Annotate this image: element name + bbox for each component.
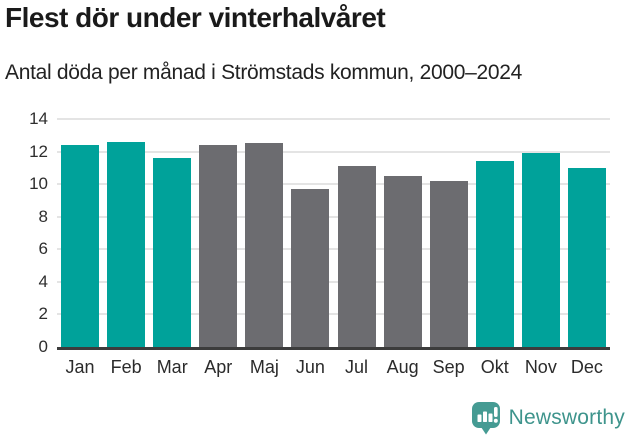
bar-dec xyxy=(567,167,606,347)
brand-name: Newsworthy xyxy=(508,406,625,429)
x-axis-labels: Jan Feb Mar Apr Maj Jun Jul Aug Sep Okt Nov Dec xyxy=(57,357,610,378)
y-tick-label-0: 0 xyxy=(38,337,48,356)
bar-aug xyxy=(383,176,422,347)
y-tick-label-14: 14 xyxy=(29,109,48,128)
bar-mar xyxy=(153,158,192,347)
x-tick-label-apr: Apr xyxy=(204,357,233,377)
bar-column-maj xyxy=(241,119,287,347)
bar-feb xyxy=(107,141,146,347)
bar-nov xyxy=(521,153,560,347)
bar-sep xyxy=(429,180,468,347)
x-tick-label-dec: Dec xyxy=(570,357,603,377)
gridline-10 xyxy=(57,183,610,186)
y-tick-label-4: 4 xyxy=(38,271,48,291)
y-tick-label-6: 6 xyxy=(38,239,48,259)
bar-column-feb xyxy=(103,119,149,347)
gridline-2 xyxy=(57,313,610,316)
bar-okt xyxy=(475,161,514,347)
gridline-14 xyxy=(57,118,610,120)
x-tick-label-okt: Okt xyxy=(480,357,509,377)
x-tick-label-jul: Jul xyxy=(345,357,369,377)
bar-column-jun xyxy=(287,119,333,347)
bar-apr xyxy=(199,145,238,347)
x-tick-label-jan: Jan xyxy=(65,357,95,377)
bar-jan xyxy=(61,145,100,347)
bar-column-nov xyxy=(518,119,564,347)
gridline-12 xyxy=(57,150,610,153)
x-tick-label-jun: Jun xyxy=(295,357,325,377)
x-tick-label-sep: Sep xyxy=(432,357,465,377)
bar-chart-speech-bubble-icon xyxy=(471,402,500,435)
gridline-8 xyxy=(57,215,610,218)
chart-title: Flest dör under vinterhalvåret xyxy=(5,2,386,33)
gridlines-layer xyxy=(57,118,610,347)
gridline-6 xyxy=(57,248,610,251)
bar-jun xyxy=(291,189,330,347)
chart-subtitle: Antal döda per månad i Strömstads kommun… xyxy=(5,61,523,84)
x-tick-label-aug: Aug xyxy=(386,357,419,377)
bar-column-dec xyxy=(564,119,610,347)
bar-column-jan xyxy=(57,119,103,347)
x-tick-label-maj: Maj xyxy=(249,357,279,377)
y-tick-label-12: 12 xyxy=(29,141,48,161)
bar-column-apr xyxy=(195,119,241,347)
y-tick-label-8: 8 xyxy=(38,206,48,226)
bar-column-okt xyxy=(472,119,518,347)
bar-maj xyxy=(245,143,284,347)
bar-column-jul xyxy=(333,119,379,347)
brand-footer: Newsworthy xyxy=(471,401,625,435)
x-tick-label-feb: Feb xyxy=(110,357,142,377)
bar-column-sep xyxy=(426,119,472,347)
y-tick-label-2: 2 xyxy=(38,304,48,324)
x-tick-label-mar: Mar xyxy=(156,357,188,377)
bar-jul xyxy=(337,166,376,347)
x-tick-label-nov: Nov xyxy=(524,357,557,377)
y-tick-label-10: 10 xyxy=(29,174,48,194)
bars-row xyxy=(57,119,610,347)
plot-area xyxy=(57,118,610,350)
y-axis-labels: 0 2 4 6 8 10 12 14 xyxy=(0,109,48,356)
bar-column-mar xyxy=(149,119,195,347)
bar-column-aug xyxy=(380,119,426,347)
gridline-4 xyxy=(57,280,610,283)
